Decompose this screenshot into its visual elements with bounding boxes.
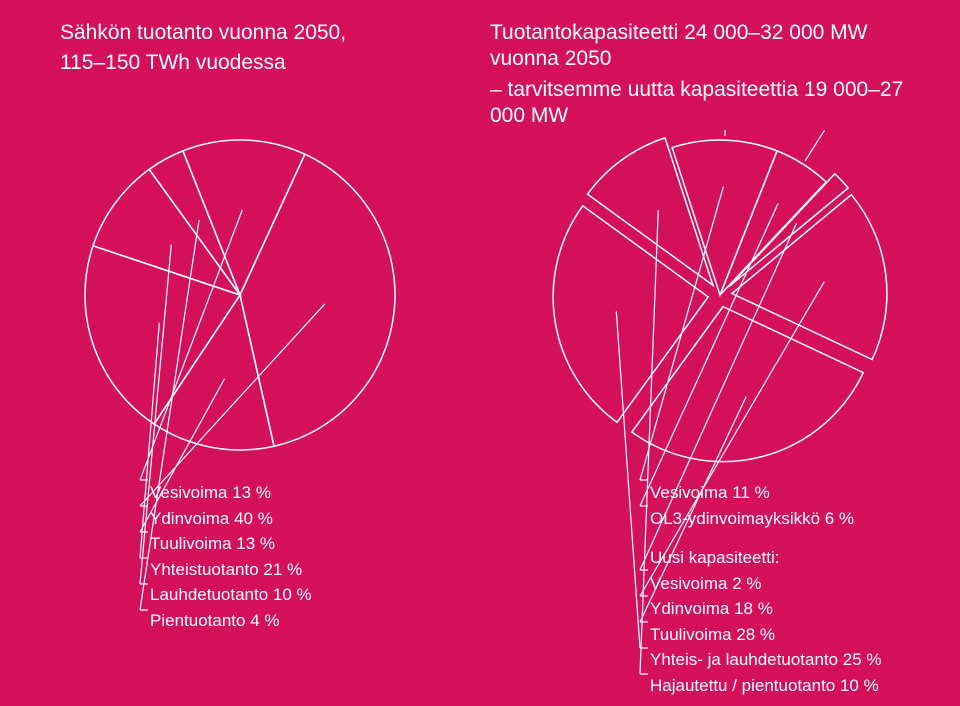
right-subtitle: – tarvitsemme uutta kapasiteettia 19 000… — [490, 77, 920, 130]
legend-item: Vesivoima 11 % — [650, 480, 950, 506]
legend-item: OL3-ydinvoimayksikkö 6 % — [650, 506, 950, 532]
pie-slice — [93, 169, 240, 295]
legend-item: Ydinvoima 40 % — [150, 506, 450, 532]
right-legend: Vesivoima 11 % OL3-ydinvoimayksikkö 6 % … — [650, 480, 950, 698]
legend-item: Tuulivoima 28 % — [650, 622, 950, 648]
pie-slice — [553, 206, 708, 423]
legend-item: Vesivoima 2 % — [650, 571, 950, 597]
legend-item: Lauhdetuotanto 10 % — [150, 582, 450, 608]
pie-slice — [720, 151, 826, 295]
pie-slice — [240, 154, 395, 446]
legend-item: Ydinvoima 18 % — [650, 596, 950, 622]
right-panel: Tuotantokapasiteetti 24 000–32 000 MW vu… — [480, 0, 960, 149]
left-legend: Vesivoima 13 % Ydinvoima 40 % Tuulivoima… — [150, 480, 450, 633]
legend-item: Vesivoima 13 % — [150, 480, 450, 506]
pie-slice — [729, 174, 848, 287]
left-subtitle: 115–150 TWh vuodessa — [60, 50, 470, 76]
legend-item: Hajautettu / pientuotanto 10 % — [650, 673, 950, 699]
pie-slice — [632, 307, 863, 462]
legend-item: Yhteis- ja lauhdetuotanto 25 % — [650, 647, 950, 673]
right-title: Tuotantokapasiteetti 24 000–32 000 MW vu… — [490, 20, 920, 73]
pie-slice — [154, 295, 274, 450]
pie-slice — [672, 140, 777, 295]
pie-slice — [183, 140, 305, 295]
left-title: Sähkön tuotanto vuonna 2050, — [60, 20, 470, 46]
pie-slice — [588, 138, 713, 285]
pie-slice — [149, 151, 240, 295]
left-panel: Sähkön tuotanto vuonna 2050, 115–150 TWh… — [0, 0, 480, 97]
legend-item: Tuulivoima 13 % — [150, 531, 450, 557]
legend-sub-header: Uusi kapasiteetti: — [650, 545, 950, 571]
legend-item: Yhteistuotanto 21 % — [150, 557, 450, 583]
legend-item: Pientuotanto 4 % — [150, 608, 450, 634]
